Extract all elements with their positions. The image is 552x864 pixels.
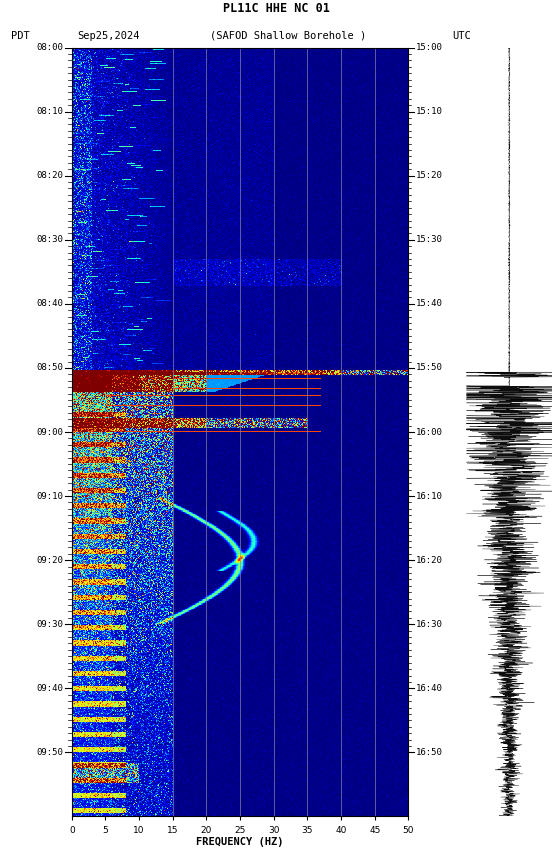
Text: 08:00: 08:00 <box>36 43 63 52</box>
Text: 16:50: 16:50 <box>416 748 442 757</box>
Text: UTC: UTC <box>453 31 471 41</box>
Text: 09:40: 09:40 <box>36 683 63 693</box>
Text: 08:30: 08:30 <box>36 235 63 245</box>
Text: 09:00: 09:00 <box>36 428 63 436</box>
Text: 15:10: 15:10 <box>416 107 442 116</box>
Text: Sep25,2024: Sep25,2024 <box>77 31 140 41</box>
Text: 15:50: 15:50 <box>416 364 442 372</box>
Text: 08:50: 08:50 <box>36 364 63 372</box>
Text: 08:40: 08:40 <box>36 299 63 308</box>
Text: 08:20: 08:20 <box>36 171 63 181</box>
Text: 16:20: 16:20 <box>416 556 442 565</box>
Text: 15:00: 15:00 <box>416 43 442 52</box>
Text: 16:10: 16:10 <box>416 492 442 500</box>
Text: (SAFOD Shallow Borehole ): (SAFOD Shallow Borehole ) <box>210 31 366 41</box>
Text: 16:40: 16:40 <box>416 683 442 693</box>
X-axis label: FREQUENCY (HZ): FREQUENCY (HZ) <box>197 837 284 848</box>
Text: 09:30: 09:30 <box>36 619 63 629</box>
Text: 09:10: 09:10 <box>36 492 63 500</box>
Text: PL11C HHE NC 01: PL11C HHE NC 01 <box>222 3 330 16</box>
Text: 15:30: 15:30 <box>416 235 442 245</box>
Text: 15:40: 15:40 <box>416 299 442 308</box>
Text: 15:20: 15:20 <box>416 171 442 181</box>
Text: 16:30: 16:30 <box>416 619 442 629</box>
Text: 09:20: 09:20 <box>36 556 63 565</box>
Text: PDT: PDT <box>11 31 30 41</box>
Text: 16:00: 16:00 <box>416 428 442 436</box>
Text: 08:10: 08:10 <box>36 107 63 116</box>
Text: 09:50: 09:50 <box>36 748 63 757</box>
